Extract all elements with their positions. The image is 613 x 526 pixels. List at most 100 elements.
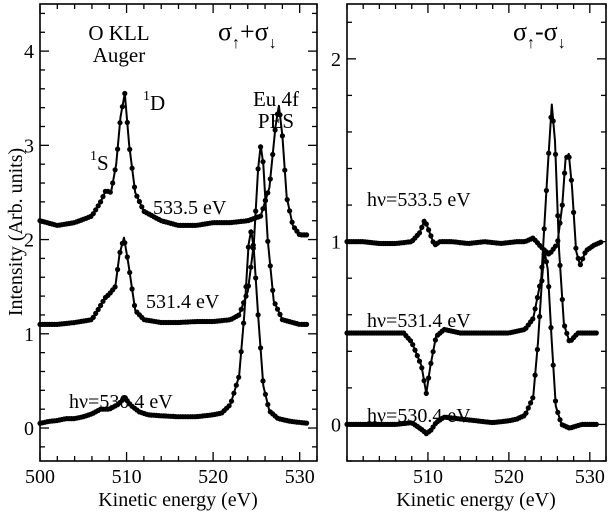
series-line-1	[347, 103, 598, 395]
data-point	[112, 167, 118, 173]
data-point	[258, 213, 264, 219]
data-point	[258, 345, 264, 351]
data-point	[260, 159, 266, 165]
data-point	[262, 198, 268, 204]
data-point	[593, 421, 599, 427]
x-tick-label: 510	[413, 466, 443, 488]
data-point	[90, 314, 96, 320]
y-tick-label: 0	[331, 414, 341, 436]
y-tick-label: 2	[24, 230, 34, 252]
right-series-label-531: hν=531.4 eV	[367, 310, 471, 332]
data-point	[287, 208, 293, 214]
x-tick-label: 520	[198, 466, 228, 488]
y-tick-label: 3	[24, 135, 34, 157]
data-point	[414, 353, 420, 359]
data-point	[432, 337, 438, 343]
data-point	[117, 120, 123, 126]
data-point	[136, 198, 142, 205]
data-point	[253, 275, 259, 281]
data-point	[532, 372, 538, 378]
data-point	[552, 398, 559, 404]
data-point	[419, 365, 425, 371]
data-point	[112, 284, 118, 290]
data-point	[550, 118, 556, 124]
data-point	[131, 184, 138, 190]
data-point	[593, 330, 599, 336]
data-point	[289, 219, 295, 225]
y-tick-label: 0	[24, 418, 34, 440]
data-point	[115, 146, 121, 152]
data-point	[421, 378, 427, 384]
data-point	[546, 284, 552, 290]
right-plot-frame	[346, 3, 607, 462]
data-point	[236, 374, 242, 380]
data-point	[236, 312, 242, 318]
right-series-group	[344, 103, 604, 437]
data-point	[304, 232, 310, 238]
data-point	[238, 306, 244, 312]
data-point	[265, 238, 271, 244]
data-point	[555, 238, 561, 244]
data-point	[100, 194, 106, 200]
data-point	[419, 224, 425, 230]
data-point	[250, 245, 256, 251]
data-point	[274, 306, 281, 312]
data-point	[107, 189, 113, 195]
right-x-axis-label: Kinetic energy (eV)	[396, 489, 556, 511]
left-panel-title: σ↑+σ↓	[218, 17, 277, 52]
data-point	[559, 296, 565, 303]
data-point	[272, 127, 278, 133]
data-point	[270, 287, 276, 293]
data-point	[245, 283, 251, 289]
data-point	[248, 264, 254, 270]
data-point	[423, 221, 429, 227]
data-point	[530, 395, 536, 401]
data-point	[304, 321, 310, 327]
data-point	[282, 167, 288, 173]
left-series-label-530: hν=530.4 eV	[69, 391, 173, 413]
annotation-auger: Auger	[93, 43, 145, 67]
data-point	[127, 269, 133, 276]
data-point	[548, 325, 554, 331]
data-point	[428, 360, 434, 366]
data-point	[233, 382, 239, 388]
data-point	[532, 306, 538, 312]
x-tick-label: 510	[112, 466, 142, 488]
right-series-label-533: hν=533.5 eV	[367, 189, 471, 211]
data-point	[530, 316, 536, 322]
data-point	[575, 255, 581, 261]
data-point	[412, 347, 418, 353]
data-point	[534, 294, 541, 301]
data-point	[423, 390, 429, 396]
data-point	[416, 358, 423, 364]
data-point	[564, 330, 570, 336]
data-point	[262, 391, 268, 397]
data-point	[267, 263, 273, 269]
data-point	[255, 166, 261, 172]
data-point	[115, 266, 121, 273]
y-tick-label: 4	[24, 41, 34, 63]
data-point	[258, 144, 264, 150]
data-point	[272, 301, 278, 307]
data-point	[573, 245, 579, 251]
right-panel-title: σ↑-σ↓	[513, 17, 566, 52]
data-point	[241, 320, 247, 326]
data-point	[265, 401, 271, 408]
y-tick-label: 1	[331, 232, 341, 254]
data-point	[552, 151, 559, 157]
data-point	[131, 302, 138, 309]
data-point	[277, 112, 283, 118]
data-point	[528, 400, 534, 406]
data-point	[543, 259, 550, 265]
annotation-okll: O KLL	[88, 21, 149, 45]
data-point	[124, 254, 130, 260]
data-point	[98, 302, 104, 309]
data-point	[541, 226, 547, 232]
data-point	[562, 323, 568, 329]
data-point	[304, 420, 310, 426]
data-point	[577, 262, 584, 268]
right-ticks	[346, 4, 607, 462]
y-tick-label: 1	[24, 324, 34, 346]
y-axis-label: Intensity (Arb. units)	[5, 148, 27, 316]
data-point	[559, 202, 565, 208]
